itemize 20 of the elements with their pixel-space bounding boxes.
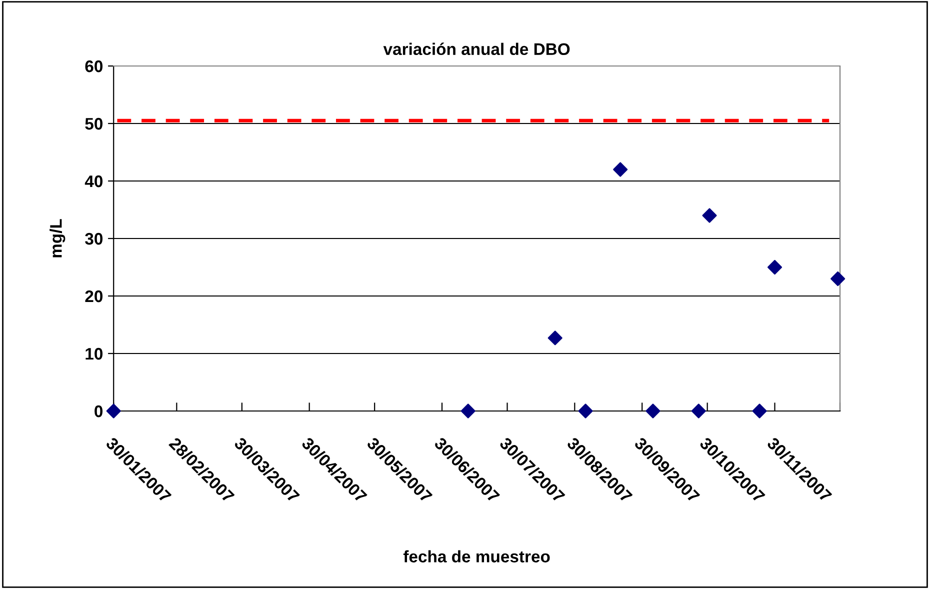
y-axis-title: mg/L	[50, 219, 66, 258]
y-tick-label: 50	[85, 118, 102, 130]
y-tick-label: 60	[85, 60, 102, 72]
point	[702, 208, 717, 223]
point	[830, 271, 846, 286]
point	[691, 404, 706, 418]
y-tick-label: 40	[84, 175, 102, 188]
point	[578, 404, 593, 418]
y-tick-label: 30	[85, 232, 102, 245]
point	[767, 260, 782, 275]
y-tick-label: 0	[94, 405, 102, 418]
x-axis-title: fecha de muestreo	[403, 550, 550, 562]
point	[646, 404, 660, 418]
point	[460, 404, 476, 418]
chart-title: variación anual de DBO	[383, 42, 570, 56]
y-tick-label: 20	[85, 290, 102, 302]
y-tick-label: 10	[86, 348, 102, 360]
point	[613, 162, 628, 177]
point	[752, 404, 767, 418]
point	[548, 330, 562, 346]
